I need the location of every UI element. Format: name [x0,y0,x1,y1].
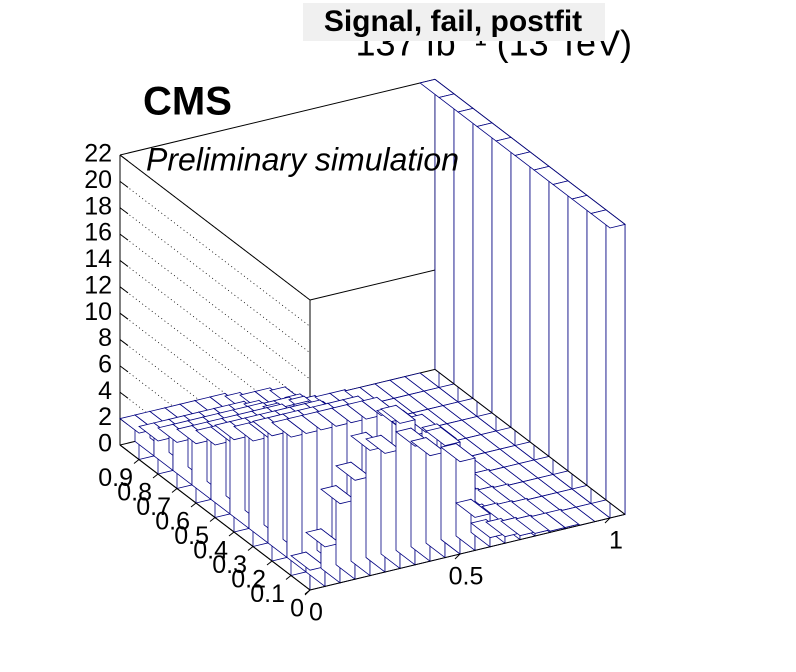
bar-side [453,93,474,400]
bar-top [590,209,626,229]
z-tick-label: 22 [84,140,112,168]
y-tick [209,517,216,522]
y-tick [133,459,140,464]
bar [552,180,588,490]
bar-side [510,136,531,443]
bar-top [455,498,491,518]
z-tick [119,154,129,162]
y-tick-label: 0.1 [250,580,285,608]
y-tick [228,531,235,537]
z-tick [119,312,129,320]
y-tick [285,575,292,580]
bar-side [529,151,550,458]
z-tick [119,391,129,399]
z-tick-label: 14 [84,245,112,273]
x-tick-label: 1 [609,527,623,555]
z-tick-label: 20 [84,166,112,194]
z-tick [119,365,129,373]
z-tick-label: 4 [98,377,112,405]
bar-top [470,519,506,539]
bar [195,426,231,519]
bar-top [410,437,446,457]
z-tick [119,207,129,215]
bar [419,78,455,389]
y-tick [266,560,273,566]
bar-side [434,78,455,385]
y-tick-label: 0.8 [117,479,152,507]
experiment-label: CMS [143,80,232,124]
bar [176,424,212,504]
bar-top [380,404,416,424]
bar-top [335,461,371,481]
y-tick [190,502,197,508]
bar-side [491,122,512,429]
y-tick-label: 0 [290,595,304,623]
bar-top [305,528,341,548]
y-tick-label: 0.7 [136,493,171,521]
subtitle: Preliminary simulation [146,141,459,177]
z-tick-label: 2 [98,403,112,431]
z-tick-label: 10 [84,298,112,326]
x-axis [309,513,626,591]
x-tick-label: 0 [309,599,323,627]
bar-top [290,551,326,571]
z-tick-label: 0 [98,430,112,458]
x-tick [454,553,461,560]
bar [365,434,401,573]
z-tick-label: 16 [84,219,112,247]
bar-side [586,194,607,501]
y-tick-label: 0.2 [231,566,266,594]
y-tick [171,488,178,493]
box-edge [119,154,311,301]
y-tick-label: 0.5 [174,522,209,550]
y-tick-label: 0.4 [193,537,228,565]
z-tick [119,233,129,241]
y-tick-label: 0.9 [98,464,133,492]
bar-top [485,518,521,538]
z-tick [119,339,129,346]
title-box [303,3,605,41]
y-tick-label: 0.6 [155,508,190,536]
bar-top [545,508,581,528]
z-tick-label: 8 [98,324,112,352]
bar-side [567,180,588,487]
bar [438,93,474,403]
x-tick [604,517,611,524]
bar [476,122,512,432]
z-tick-label: 18 [84,192,112,220]
box-edge [434,369,626,515]
z-tick [119,286,129,294]
bar-top [500,517,536,537]
z-tick-label: 12 [84,271,112,299]
y-tick [247,546,254,551]
x-tick-label: 0.5 [449,563,484,591]
chart-title: Signal, fail, postfit [324,5,582,38]
bar-top [515,514,551,534]
bar [533,165,569,476]
bar-side [605,209,626,516]
bar-side [472,107,493,414]
bar [590,209,626,519]
bar-top [425,427,461,447]
y-tick [304,589,311,595]
bar-top [440,443,476,463]
y-tick-label: 0.3 [212,551,247,579]
z-tick [119,180,129,188]
bar [495,136,531,447]
z-tick-label: 6 [98,351,112,379]
y-tick [152,473,159,479]
box-edge [119,78,436,156]
bar-top [365,434,401,454]
bar-side [548,165,569,472]
bar [514,151,550,461]
plot-area: 024681012141618202200.5100.10.20.30.40.5… [84,78,626,627]
bar-top [320,485,356,505]
bar [485,517,521,544]
bar [457,107,493,418]
z-tick [119,260,129,267]
